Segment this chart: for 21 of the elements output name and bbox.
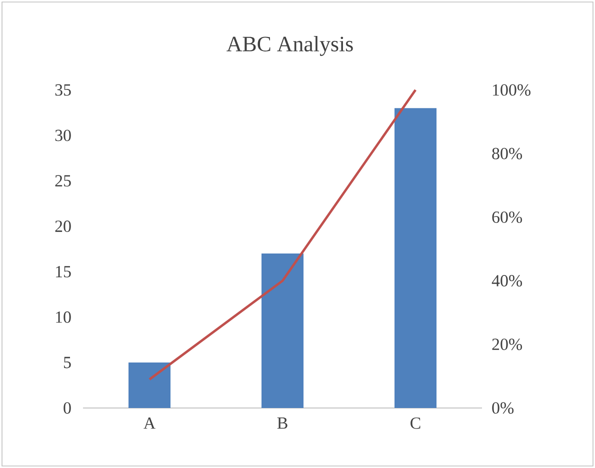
y-tick-label: 15 bbox=[56, 266, 71, 278]
y2-tick-label: 0% bbox=[492, 402, 514, 414]
y2-tick-label: 100% bbox=[493, 84, 530, 96]
y2-tick-label: 60% bbox=[492, 211, 522, 223]
y2-tick-label: 20% bbox=[492, 338, 522, 350]
y2-tick-label: 80% bbox=[492, 148, 522, 160]
x-tick-label: C bbox=[410, 418, 420, 429]
x-tick-label: B bbox=[277, 418, 288, 429]
y-tick-label: 25 bbox=[55, 175, 71, 187]
y2-tick-label: 40% bbox=[492, 275, 522, 287]
bar bbox=[128, 362, 171, 408]
y-tick-label: 0 bbox=[64, 402, 71, 414]
y-tick-label: 30 bbox=[55, 130, 71, 142]
y-tick-label: 10 bbox=[56, 311, 71, 323]
y-tick-label: 5 bbox=[64, 356, 71, 368]
chart-title: ABC Analysis bbox=[226, 36, 353, 56]
x-tick-label: A bbox=[144, 417, 156, 429]
y-tick-label: 35 bbox=[55, 84, 71, 96]
y-tick-label: 20 bbox=[55, 220, 71, 232]
bar bbox=[394, 108, 437, 408]
bar bbox=[262, 254, 304, 408]
